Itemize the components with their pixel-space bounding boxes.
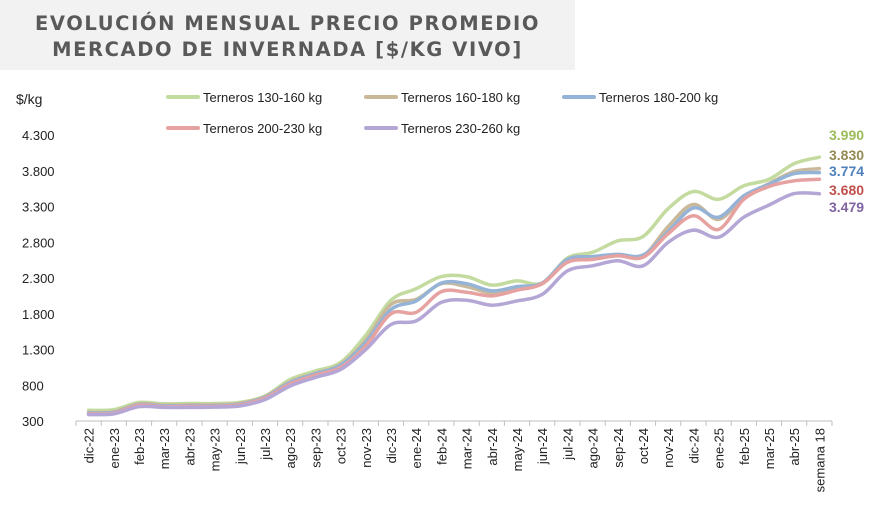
legend: Terneros 130-160 kg Terneros 160-180 kg Te…	[166, 90, 718, 136]
y-axis-unit-label: $/kg	[16, 91, 42, 107]
y-tick-label: 1.800	[22, 307, 55, 322]
x-tick-label: ene-23	[107, 428, 122, 468]
series-line-3	[86, 170, 822, 416]
x-tick-label: oct-24	[636, 428, 651, 464]
x-tick-label: feb-25	[737, 428, 752, 465]
x-tick-label: mar-24	[460, 428, 475, 469]
x-tick-label: jul-24	[560, 428, 575, 461]
x-tick-label: feb-23	[132, 428, 147, 465]
x-tick-label: mar-23	[157, 428, 172, 469]
x-tick-label: mar-25	[762, 428, 777, 469]
x-tick-label: feb-24	[434, 428, 449, 465]
end-value-label: 3.990	[829, 127, 864, 143]
x-tick-label: ago-23	[283, 428, 298, 468]
legend-entry-label: Terneros 130-160 kg	[203, 90, 322, 105]
end-value-label: 3.680	[829, 182, 864, 198]
end-value-label: 3.774	[829, 163, 864, 179]
x-tick-label: may-23	[208, 428, 223, 471]
axes: $/kg 4.300 3.800 3.300 2.800 2.300 1.800 1.300 8…	[16, 91, 833, 492]
x-tick-label: sep-23	[308, 428, 323, 468]
x-tick-label: abr-23	[182, 428, 197, 466]
series-line-5	[86, 191, 822, 417]
x-tick-label: sep-24	[611, 428, 626, 468]
x-tick-label: dic-24	[686, 428, 701, 463]
x-tick-label: ago-24	[586, 428, 601, 468]
chart-title-line-1: EVOLUCIÓN MENSUAL PRECIO PROMEDIO	[34, 12, 541, 35]
legend-entry-label: Terneros 160-180 kg	[401, 90, 520, 105]
end-value-label: 3.830	[829, 147, 864, 163]
legend-entry-label: Terneros 230-260 kg	[401, 121, 520, 136]
x-tick-label: abr-24	[485, 428, 500, 466]
title-box: EVOLUCIÓN MENSUAL PRECIO PROMEDIO MERCAD…	[0, 0, 575, 70]
x-tick-label: semana 18	[812, 428, 827, 492]
y-tick-label: 800	[22, 378, 44, 393]
x-tick-label: may-24	[510, 428, 525, 471]
chart-title-line-2: MERCADO DE INVERNADA [$/KG VIVO]	[52, 38, 523, 61]
end-value-label: 3.479	[829, 199, 864, 215]
y-tick-label: 300	[22, 414, 44, 429]
x-tick-label: dic-22	[82, 428, 97, 463]
x-tick-label: ene-25	[712, 428, 727, 468]
y-tick-label: 4.300	[22, 128, 55, 143]
legend-entry-label: Terneros 180-200 kg	[599, 90, 718, 105]
x-tick-label: nov-24	[661, 428, 676, 468]
x-tick-label: dic-23	[384, 428, 399, 463]
x-tick-label: nov-23	[359, 428, 374, 468]
y-tick-label: 1.300	[22, 343, 55, 358]
x-tick-label: ene-24	[409, 428, 424, 468]
x-tick-label: jun-23	[233, 428, 248, 465]
y-tick-label: 2.300	[22, 271, 55, 286]
x-tick-label: jun-24	[535, 428, 550, 465]
legend-entry-label: Terneros 200-230 kg	[203, 121, 322, 136]
y-tick-label: 3.800	[22, 164, 55, 179]
series-lines	[86, 155, 822, 417]
y-tick-label: 3.300	[22, 200, 55, 215]
x-tick-label: jul-23	[258, 428, 273, 461]
x-tick-label: abr-25	[787, 428, 802, 466]
y-tick-label: 2.800	[22, 235, 55, 250]
x-tick-label: oct-23	[334, 428, 349, 464]
